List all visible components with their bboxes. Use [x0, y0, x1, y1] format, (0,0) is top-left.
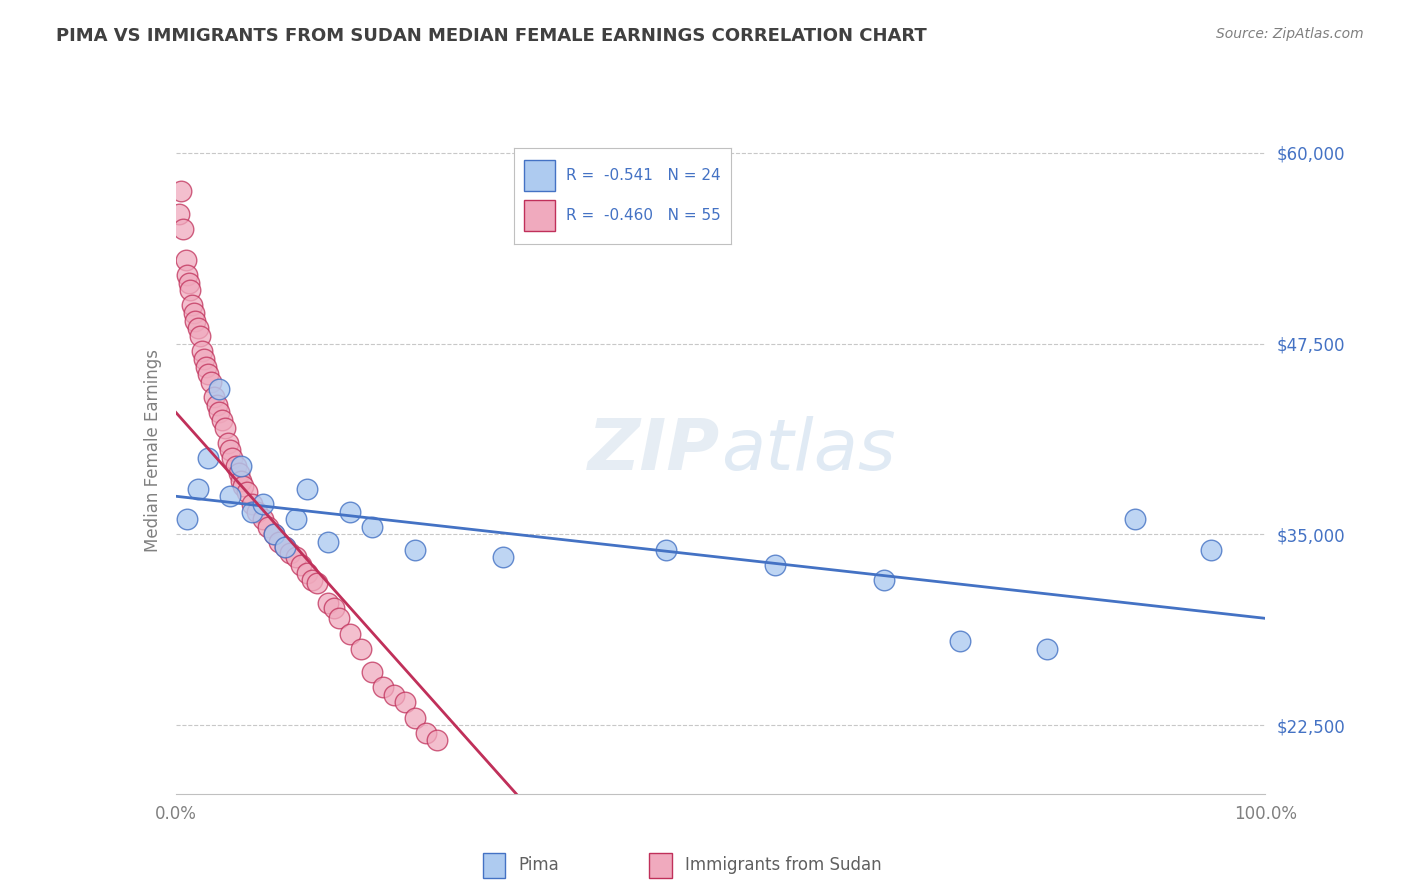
Point [274, 540, 297, 554]
Point [318, 535, 340, 549]
Point [240, 497, 263, 511]
Text: Immigrants from Sudan: Immigrants from Sudan [685, 856, 882, 874]
Point [382, 688, 405, 702]
Text: atlas: atlas [721, 416, 896, 485]
Point [235, 484, 257, 499]
Y-axis label: Median Female Earnings: Median Female Earnings [143, 349, 162, 552]
Point [339, 626, 361, 640]
Point [240, 504, 263, 518]
Point [350, 641, 373, 656]
Point [492, 550, 515, 565]
Point [186, 321, 209, 335]
Point [318, 596, 340, 610]
Point [186, 482, 209, 496]
Point [405, 542, 427, 557]
Point [219, 489, 242, 503]
Point [295, 482, 318, 496]
Point [191, 344, 214, 359]
Point [252, 512, 274, 526]
Point [301, 573, 323, 587]
Point [405, 710, 427, 724]
Point [284, 512, 307, 526]
Point [195, 359, 218, 374]
Point [221, 451, 243, 466]
Point [232, 478, 254, 492]
Point [1036, 641, 1059, 656]
Point [211, 413, 233, 427]
Point [208, 405, 231, 419]
Point [1199, 542, 1222, 557]
Point [193, 351, 215, 366]
Point [328, 611, 350, 625]
Point [284, 550, 307, 565]
Point [252, 497, 274, 511]
Text: R =  -0.541   N = 24: R = -0.541 N = 24 [565, 168, 720, 183]
Bar [650, 853, 672, 878]
Point [177, 276, 200, 290]
Point [361, 665, 384, 679]
Point [263, 527, 285, 541]
Bar [524, 200, 555, 231]
Point [274, 540, 297, 554]
Point [179, 283, 201, 297]
Point [202, 390, 225, 404]
Point [197, 367, 219, 381]
Text: Pima: Pima [519, 856, 560, 874]
Text: Source: ZipAtlas.com: Source: ZipAtlas.com [1216, 27, 1364, 41]
Point [307, 576, 329, 591]
Point [184, 314, 207, 328]
Point [763, 558, 786, 572]
Point [208, 383, 231, 397]
Point [415, 726, 437, 740]
Point [361, 520, 384, 534]
Point [269, 535, 291, 549]
Point [231, 458, 253, 473]
Point [172, 222, 194, 236]
Point [290, 558, 312, 572]
Text: R =  -0.460   N = 55: R = -0.460 N = 55 [565, 208, 721, 223]
Point [339, 504, 361, 518]
Point [183, 306, 205, 320]
Bar [482, 853, 505, 878]
Point [371, 680, 394, 694]
Point [1123, 512, 1146, 526]
Point [176, 268, 198, 282]
Point [228, 467, 250, 481]
Point [278, 546, 301, 560]
Point [246, 504, 269, 518]
Point [214, 420, 236, 434]
Point [231, 474, 253, 488]
Point [394, 695, 416, 709]
Point [295, 566, 318, 580]
Point [200, 375, 222, 389]
Point [873, 573, 896, 587]
Point [257, 520, 280, 534]
Point [188, 329, 211, 343]
Text: ZIP: ZIP [588, 416, 721, 485]
Point [225, 458, 247, 473]
Point [217, 435, 239, 450]
Text: PIMA VS IMMIGRANTS FROM SUDAN MEDIAN FEMALE EARNINGS CORRELATION CHART: PIMA VS IMMIGRANTS FROM SUDAN MEDIAN FEM… [56, 27, 927, 45]
Point [181, 298, 204, 312]
Point [174, 252, 197, 267]
Point [655, 542, 678, 557]
Point [949, 634, 972, 648]
Bar [524, 160, 555, 191]
Point [426, 733, 449, 747]
Point [322, 600, 344, 615]
Point [167, 207, 190, 221]
Point [263, 527, 285, 541]
Point [170, 184, 193, 198]
Point [219, 443, 242, 458]
Point [176, 512, 198, 526]
Point [205, 398, 228, 412]
Point [197, 451, 219, 466]
